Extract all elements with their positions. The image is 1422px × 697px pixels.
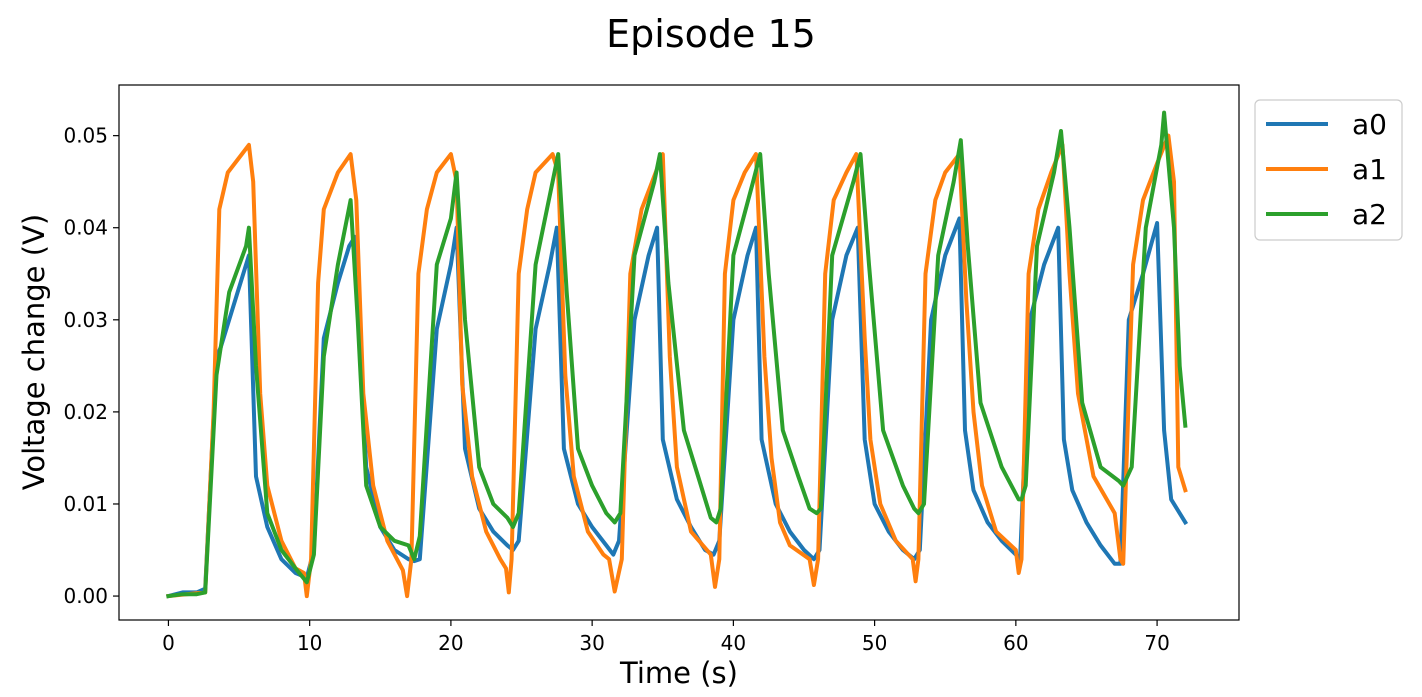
series-line-a2 bbox=[166, 110, 1188, 599]
series-line-a1 bbox=[166, 133, 1188, 599]
x-tick-label: 0 bbox=[162, 631, 175, 655]
x-axis-label: Time (s) bbox=[619, 656, 738, 690]
y-axis-ticks: 0.00 0.01 0.02 0.03 0.04 0.05 bbox=[63, 124, 119, 608]
y-tick-label: 0.05 bbox=[63, 124, 108, 148]
x-tick-label: 50 bbox=[862, 631, 887, 655]
y-tick-label: 0.01 bbox=[63, 492, 108, 516]
x-tick-label: 40 bbox=[721, 631, 746, 655]
legend: a0 a1 a2 bbox=[1254, 99, 1403, 241]
x-tick-label: 70 bbox=[1144, 631, 1169, 655]
x-tick-label: 10 bbox=[297, 631, 322, 655]
legend-label-a0: a0 bbox=[1352, 108, 1387, 141]
y-tick-label: 0.00 bbox=[63, 584, 108, 608]
legend-label-a2: a2 bbox=[1352, 198, 1387, 231]
x-tick-label: 30 bbox=[579, 631, 604, 655]
x-axis-ticks: 0 10 20 30 40 50 60 70 bbox=[162, 620, 1170, 655]
y-tick-label: 0.03 bbox=[63, 308, 108, 332]
plot-area-frame bbox=[118, 84, 1240, 621]
chart-title: Episode 15 bbox=[606, 12, 816, 56]
y-tick-label: 0.04 bbox=[63, 216, 108, 240]
y-tick-label: 0.02 bbox=[63, 400, 108, 424]
y-axis-label: Voltage change (V) bbox=[17, 214, 51, 490]
x-tick-label: 20 bbox=[438, 631, 463, 655]
x-tick-label: 60 bbox=[1003, 631, 1028, 655]
legend-box bbox=[1254, 99, 1403, 241]
legend-label-a1: a1 bbox=[1352, 153, 1387, 186]
series-lines bbox=[165, 110, 1189, 599]
